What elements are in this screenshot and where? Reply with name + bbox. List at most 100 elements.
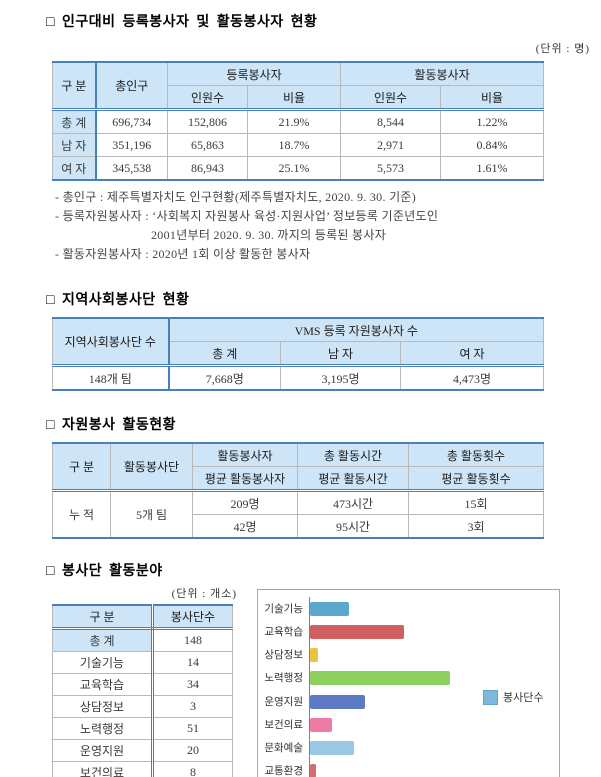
activity-subheader: 평균 활동봉사자	[192, 466, 298, 492]
community-section-title: □ 지역사회봉사단 현황	[46, 293, 190, 308]
table-cell: 18.7%	[246, 133, 342, 157]
table-cell: 152,806	[167, 109, 248, 134]
activity-subheader: 평균 활동시간	[297, 466, 409, 492]
chart-bar-운영지원	[310, 694, 365, 709]
chart-category-label: 상담정보	[264, 649, 303, 662]
chart-y-axis-line	[309, 597, 310, 777]
chart-legend: 봉사단수	[483, 689, 543, 705]
table-cell: 209명	[192, 490, 298, 515]
table-cell: 25.1%	[246, 156, 342, 181]
legend-color-swatch	[483, 689, 498, 705]
table-row: 총 계 696,734 152,806 21.9% 8,544 1.22%	[52, 109, 545, 134]
activity-header-times: 총 활동횟수	[408, 442, 544, 467]
chart-bar-보건의료	[310, 717, 332, 732]
activity-subheader: 평균 활동횟수	[408, 466, 544, 492]
community-header-teamcount: 지역사회봉사단 수	[52, 317, 170, 367]
table-cell: 148개 팀	[52, 365, 170, 391]
fields-section-title: □ 봉사단 활동분야	[46, 564, 163, 579]
community-table: 지역사회봉사단 수 VMS 등록 자원봉사자 수 총 계 남 자 여 자 148…	[52, 317, 545, 391]
table-cell: 21.9%	[246, 109, 342, 134]
population-subheader: 비율	[440, 85, 545, 111]
table-cell: 2,971	[340, 133, 442, 157]
community-subheader: 남 자	[280, 341, 401, 367]
table-cell: 4,473명	[399, 365, 545, 391]
activity-fields-chart: 봉사단수 기술기능교육학습상담정보노력행정운영지원보건의료문화예술교통환경010…	[257, 589, 560, 777]
table-cell: 15회	[408, 490, 544, 515]
activity-header-hours: 총 활동시간	[297, 442, 409, 467]
row-label-cell: 남 자	[52, 133, 97, 157]
table-row: 누 적 5개 팀 209명 473시간 15회	[52, 490, 544, 539]
activity-header-team: 활동봉사단	[110, 442, 193, 492]
population-notes: - 총인구 : 제주특별자치도 인구현황(제주특별자치도, 2020. 9. 3…	[55, 188, 601, 264]
fields-bottom-row: (단위 : 개소) 구 분 봉사단수 총 계 148 기술기능 14 교육학습 …	[46, 587, 601, 777]
table-row: 운영지원 20	[52, 739, 233, 762]
table-cell: 473시간	[297, 490, 409, 515]
fields-table-block: (단위 : 개소) 구 분 봉사단수 총 계 148 기술기능 14 교육학습 …	[46, 587, 237, 777]
activity-header-volunteers: 활동봉사자	[192, 442, 298, 467]
chart-category-label: 운영지원	[264, 695, 303, 708]
table-cell: 1.22%	[440, 109, 545, 134]
table-cell: 51	[152, 717, 233, 740]
table-row: 보건의료 8	[52, 761, 233, 777]
chart-category-label: 교통환경	[264, 765, 303, 777]
table-cell: 1.61%	[440, 156, 545, 181]
fields-header-gubun: 구 분	[52, 604, 154, 630]
table-row: 기술기능 14	[52, 651, 233, 674]
population-header-registered: 등록봉사자	[166, 61, 342, 86]
population-unit-label: (단위 : 명)	[535, 43, 590, 55]
row-label-cell: 누 적	[52, 490, 111, 539]
table-cell: 345,538	[95, 156, 168, 181]
chart-category-label: 보건의료	[264, 718, 303, 731]
table-cell: 3회	[408, 514, 544, 539]
chart-category-label: 문화예술	[264, 742, 303, 755]
fields-unit-label: (단위 : 개소)	[171, 588, 237, 600]
table-cell: 5개 팀	[110, 490, 193, 539]
population-subheader: 인원수	[340, 85, 442, 111]
chart-bar-기술기능	[310, 601, 349, 616]
row-label-cell: 노력행정	[52, 717, 154, 740]
chart-bar-교육학습	[310, 624, 404, 639]
table-cell: 95시간	[297, 514, 409, 539]
table-cell: 42명	[192, 514, 298, 539]
chart-bar-노력행정	[310, 671, 451, 686]
chart-category-label: 기술기능	[264, 602, 303, 615]
row-label-cell: 상담정보	[52, 695, 154, 718]
population-header-gubun: 구 분	[52, 61, 97, 111]
chart-bar-상담정보	[310, 648, 319, 663]
legend-label: 봉사단수	[503, 692, 544, 704]
table-cell: 7,668명	[168, 365, 281, 391]
chart-category-label: 노력행정	[264, 672, 303, 685]
population-header-totalpop: 총인구	[95, 61, 168, 111]
note-line: - 등록자원봉사자 : ‘사회복지 자원봉사 육성·지원사업’ 정보등록 기준년…	[55, 209, 439, 223]
table-cell: 3	[152, 695, 233, 718]
row-label-cell: 기술기능	[52, 651, 154, 674]
population-subheader: 인원수	[167, 85, 248, 111]
fields-header-count: 봉사단수	[152, 604, 233, 630]
note-line: - 총인구 : 제주특별자치도 인구현황(제주특별자치도, 2020. 9. 3…	[55, 190, 417, 204]
row-label-cell: 여 자	[52, 156, 97, 181]
table-row: 노력행정 51	[52, 717, 233, 740]
table-cell: 14	[152, 651, 233, 674]
table-row: 남 자 351,196 65,863 18.7% 2,971 0.84%	[52, 133, 545, 157]
table-row: 42명 95시간 3회	[53, 514, 544, 539]
activity-table: 구 분 활동봉사단 활동봉사자 총 활동시간 총 활동횟수 평균 활동봉사자 평…	[52, 442, 544, 539]
table-cell: 5,573	[340, 156, 442, 181]
chart-category-label: 교육학습	[264, 625, 303, 638]
chart-bar-교통환경	[310, 764, 316, 777]
table-row: 교육학습 34	[52, 673, 233, 696]
row-label-cell: 보건의료	[52, 761, 154, 777]
table-cell: 351,196	[95, 133, 168, 157]
row-label-cell: 운영지원	[52, 739, 154, 762]
table-cell: 20	[152, 739, 233, 762]
table-cell: 65,863	[167, 133, 248, 157]
note-line: - 활동자원봉사자 : 2020년 1회 이상 활동한 봉사자	[55, 247, 311, 261]
table-cell: 0.84%	[440, 133, 545, 157]
table-cell: 148	[152, 628, 233, 652]
population-subheader: 비율	[246, 85, 342, 111]
note-line-continuation: 2001년부터 2020. 9. 30. 까지의 등록된 봉사자	[151, 228, 387, 242]
row-label-cell: 총 계	[52, 109, 97, 134]
table-row: 148개 팀 7,668명 3,195명 4,473명	[52, 365, 545, 391]
community-header-vms: VMS 등록 자원봉사자 수	[167, 317, 545, 342]
table-cell: 34	[152, 673, 233, 696]
